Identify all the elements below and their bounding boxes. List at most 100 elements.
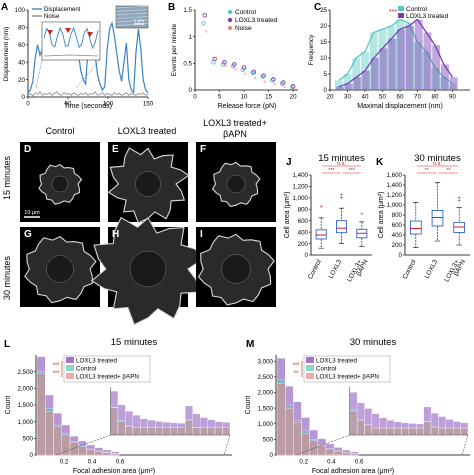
panel-b-ytick-label: 1 <box>189 34 193 41</box>
panel-c-bar <box>432 45 441 90</box>
panel-l-bar <box>53 426 62 456</box>
panel-a-zoom-guide <box>35 59 43 89</box>
panel-m-inset-bar <box>445 427 454 436</box>
panel-l-inset-bar <box>162 427 171 436</box>
panel-l-inset-guide <box>55 434 111 456</box>
panel-c-bar <box>448 83 457 90</box>
panel-k-outlier: + <box>457 196 461 202</box>
panel-k-ylabel: Cell area (μm²) <box>378 192 385 239</box>
panel-j-sig-label: *** <box>348 168 355 174</box>
panel-c-bar <box>370 58 379 90</box>
panel-b-point <box>202 13 208 18</box>
panel-l-bar <box>94 451 104 456</box>
column-header-control: Control <box>45 126 74 136</box>
panel-c-bar <box>362 70 371 90</box>
row-label-15-minutes: 15 minutes <box>2 155 12 200</box>
panel-k-box <box>431 210 444 227</box>
panel-a-bead-texture <box>115 19 149 23</box>
panel-m-xlabel: Focal adhesion area (μm²) <box>312 468 394 475</box>
panel-l-sig-label: *** <box>52 363 60 369</box>
panel-m-ytick-label: 1,000 <box>258 421 274 428</box>
panel-m-bar <box>342 452 351 456</box>
panel-j-sig-label: n.s. <box>337 161 346 167</box>
panel-l-inset-bar <box>110 407 119 436</box>
panel-l-bar <box>78 446 87 456</box>
panel-k-ytick-label: 1,000 <box>387 202 403 209</box>
panel-letter-c: C <box>314 2 321 13</box>
panel-b-legend-label-0: Control <box>235 9 257 16</box>
panel-b-point <box>261 73 266 78</box>
column-header-bapn: LOXL3 treated+ <box>203 118 267 128</box>
panel-m-inset-bar <box>401 427 410 436</box>
panel-c-fit-line-0 <box>338 18 453 85</box>
panel-k-title: 30 minutes <box>414 153 461 164</box>
panel-k-sig-label: ** <box>446 168 451 174</box>
panel-m-inset-bar <box>416 427 424 436</box>
panel-a-xtick-label: 0 <box>26 101 30 108</box>
panel-l-inset-bar <box>177 427 186 436</box>
panel-b-point <box>251 69 257 75</box>
panel-m-inset-guide <box>295 434 350 456</box>
panel-j-title: 15 minutes <box>318 153 365 164</box>
panel-c-bar <box>423 32 432 90</box>
panel-j-ytick-label: 400 <box>298 229 309 236</box>
panel-c-fit-line-1 <box>338 18 454 88</box>
panel-c-legend-label-1: LOXL3 treated <box>406 13 449 20</box>
panel-b-point <box>289 85 295 90</box>
panel-b-legend-swatch-0 <box>227 9 233 15</box>
panel-a-legend-label-1: Noise <box>44 14 60 20</box>
panel-l-ytick-label: 1,000 <box>18 419 34 426</box>
panel-m-inset-bar <box>349 410 358 436</box>
panel-l-bar <box>61 434 71 456</box>
panel-l-xtick-label: 0.4 <box>88 459 97 466</box>
panel-b-legend-label-2: Noise <box>235 25 252 32</box>
panel-c-bar <box>440 64 449 90</box>
panel-c-bar <box>344 83 353 90</box>
panel-a-ytick-label: 0 <box>22 94 26 101</box>
cell-nucleus <box>226 174 246 194</box>
panel-l-xtick-label: 0.2 <box>60 459 69 466</box>
panel-a-event-marker-2 <box>87 32 93 37</box>
panel-l-legend-label-1: Control <box>76 366 96 373</box>
panel-c-ytick-label: 25 <box>320 7 327 14</box>
panel-b-xtick-label: 20 <box>290 94 297 101</box>
panel-m-bar <box>325 448 335 456</box>
panel-a-ytick-label: 40 <box>18 59 25 66</box>
panel-c-legend-swatch-1 <box>398 13 404 18</box>
panel-j-ytick-label: 0 <box>305 252 309 259</box>
panel-c-ytick-label: 20 <box>320 23 327 30</box>
panel-a-ytick-label: 60 <box>18 42 25 49</box>
panel-a-zoom-guide <box>75 59 101 89</box>
panel-letter-h: H <box>112 229 119 240</box>
panel-c-bar <box>439 77 448 90</box>
panel-l-sig-label: *** <box>52 371 60 377</box>
panel-m-xtick-label: 0.6 <box>355 459 364 466</box>
panel-b-point: × <box>224 64 228 70</box>
cell-nucleus <box>51 175 69 193</box>
panel-l-bar <box>102 452 112 456</box>
panel-k-ytick-label: 200 <box>392 242 403 249</box>
panel-b-legend-swatch-1 <box>227 17 233 23</box>
panel-c-xtick-label: 80 <box>432 94 439 101</box>
panel-c-bar <box>369 32 378 90</box>
panel-b-point <box>241 65 247 70</box>
panel-j-sig-label: *** <box>328 168 335 174</box>
panel-k-ytick-label: 1,600 <box>387 172 403 179</box>
panel-l-inset-guide <box>223 434 231 456</box>
panel-b-xlabel: Release force (pN) <box>218 103 277 110</box>
panel-l-ytick-label: 0 <box>30 452 34 459</box>
panel-b-point <box>270 78 275 83</box>
panel-l-ytick-label: 2,500 <box>18 369 34 376</box>
panel-c-xtick-label: 30 <box>344 94 351 101</box>
panel-j-ytick-label: 1,400 <box>293 172 309 179</box>
panel-b-point: × <box>234 68 238 74</box>
panel-b-point <box>281 80 286 85</box>
panel-m-inset-bar <box>356 419 365 436</box>
panel-m-bar <box>293 422 302 456</box>
panel-j-ytick-label: 200 <box>298 241 309 248</box>
panel-c-xtick-label: 70 <box>414 94 421 101</box>
panel-c-bar <box>449 77 458 90</box>
panel-l-inset-bar <box>185 420 193 436</box>
panel-a-legend-label-0: Displacement <box>44 7 81 13</box>
